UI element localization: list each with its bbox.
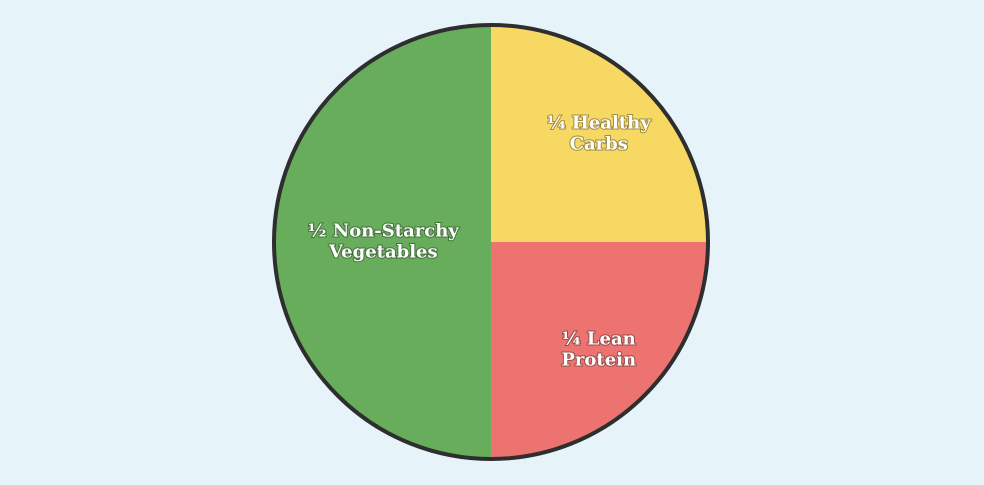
pie-slice bbox=[491, 242, 708, 459]
slice-label: ¼ Healthy bbox=[547, 113, 651, 134]
slice-label: ¼ Lean bbox=[562, 328, 636, 349]
slice-label: Carbs bbox=[570, 134, 628, 155]
slice-label: ½ Non-Starchy bbox=[308, 221, 460, 242]
pie-slice bbox=[491, 25, 708, 242]
plate-rim bbox=[272, 23, 710, 461]
slice-label: Protein bbox=[561, 349, 636, 370]
pie-slice bbox=[274, 25, 491, 459]
slice-label: Vegetables bbox=[328, 242, 438, 263]
